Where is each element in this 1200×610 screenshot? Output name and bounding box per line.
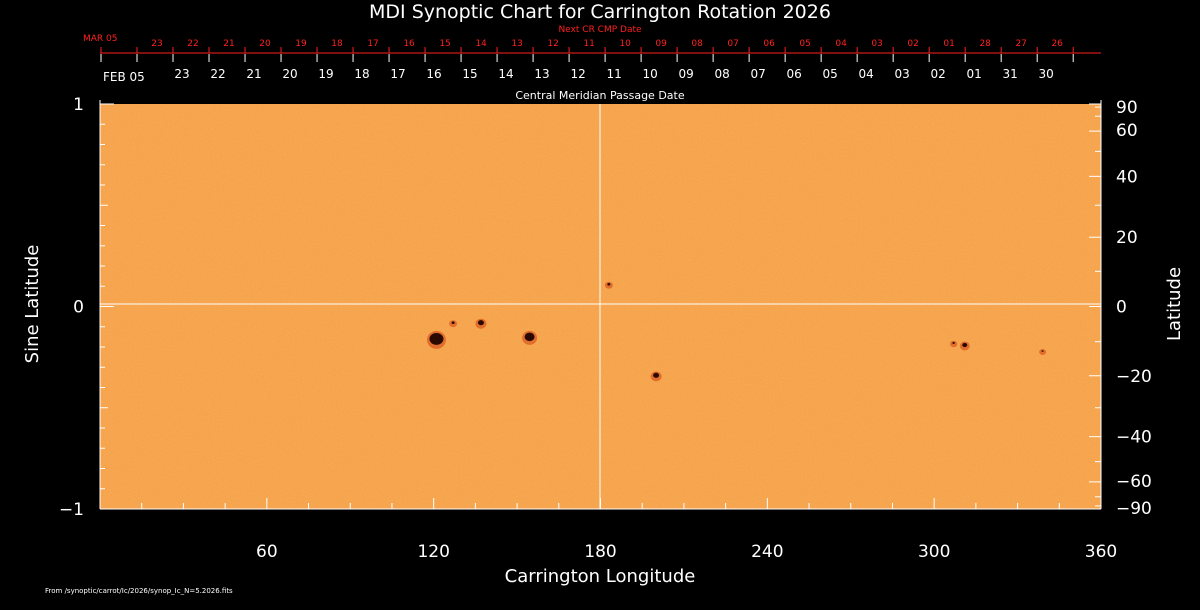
x-tick-label: 180 (584, 542, 616, 562)
right-y-tick-label: −40 (1116, 428, 1152, 448)
sunspot (524, 332, 535, 342)
right-y-tick-label: −20 (1116, 367, 1152, 387)
cmp-start-label: FEB 05 (103, 70, 145, 84)
next-cr-date-label: 10 (619, 39, 631, 49)
next-cr-date-label: 13 (511, 39, 522, 49)
cmp-date-label: 10 (642, 67, 657, 81)
next-cr-date-label: 26 (1051, 39, 1063, 49)
next-cr-date-label: 27 (1015, 39, 1026, 49)
left-y-tick-label: 1 (73, 95, 84, 115)
cmp-date-label: 14 (498, 67, 513, 81)
cmp-date-label: 15 (462, 67, 477, 81)
right-y-tick-label: 90 (1116, 98, 1138, 118)
sunspots (426, 281, 1047, 382)
right-y-tick-label: 0 (1116, 298, 1127, 318)
next-cr-start-label: MAR 05 (83, 34, 118, 44)
next-cr-date-label: 28 (979, 39, 991, 49)
next-cr-date-label: 22 (187, 39, 198, 49)
cmp-date-label: 06 (786, 67, 801, 81)
cmp-date-label: 05 (822, 67, 837, 81)
next-cr-date-label: 11 (583, 39, 594, 49)
chart-title: MDI Synoptic Chart for Carrington Rotati… (369, 1, 831, 23)
cmp-ticks: 23 22 21 20 19 18 17 16 15 14 13 12 11 10 09 08 07 06 05 04… (100, 54, 1074, 81)
sunspot (1041, 350, 1044, 352)
sunspot-penumbra (1039, 349, 1047, 356)
cmp-date-label: 30 (1039, 67, 1054, 81)
sunspot (653, 372, 660, 378)
right-y-tick-label: −60 (1116, 472, 1152, 492)
cmp-date-label: 12 (570, 67, 585, 81)
right-y-axis-label: Latitude (1164, 267, 1185, 341)
next-cr-date-label: 04 (835, 39, 847, 49)
cmp-date-label: 07 (750, 67, 765, 81)
sunspot (962, 342, 968, 348)
x-tick-label: 360 (1085, 542, 1117, 562)
left-y-tick-label: −1 (59, 500, 84, 520)
next-cr-date-label: 01 (943, 39, 954, 49)
cmp-date-label: 04 (858, 67, 873, 81)
next-cr-date-label: 19 (295, 39, 307, 49)
footer-source-path: From /synoptic/carrot/Ic/2026/synop_Ic_N… (45, 587, 233, 595)
plot-area (100, 104, 1101, 509)
next-cr-date-label: 20 (259, 39, 271, 49)
next-cr-date-label: 05 (799, 39, 810, 49)
right-y-tick-label: 60 (1116, 121, 1138, 141)
cmp-date-label: 08 (714, 67, 729, 81)
right-y-axis-ticks: 90 60 40 20 0 −20 −40 −60 −90 (1089, 98, 1152, 519)
cmp-date-label: 16 (426, 67, 441, 81)
next-cr-date-label: 06 (763, 39, 775, 49)
next-cr-date-label: 14 (475, 39, 487, 49)
cmp-date-label: 17 (390, 67, 405, 81)
next-cr-date-label: 15 (439, 39, 450, 49)
x-tick-label: 240 (751, 542, 783, 562)
x-axis-ticks: 60 120 180 240 300 360 (141, 498, 1117, 562)
cmp-date-label: 22 (210, 67, 225, 81)
next-cr-date-label: 12 (547, 39, 558, 49)
right-y-tick-label: 20 (1116, 228, 1138, 248)
sunspot (429, 332, 444, 345)
sunspot (451, 321, 455, 324)
next-cr-date-label: 07 (727, 39, 738, 49)
next-cr-label: Next CR CMP Date (558, 25, 642, 35)
next-cr-date-label: 02 (907, 39, 918, 49)
cmp-date-label: 21 (246, 67, 261, 81)
next-cr-date-label: 18 (331, 39, 343, 49)
cmp-label: Central Meridian Passage Date (515, 89, 684, 102)
cmp-date-label: 03 (895, 67, 910, 81)
cmp-date-label: 18 (354, 67, 369, 81)
right-y-tick-label: −90 (1116, 499, 1152, 519)
cmp-date-label: 19 (318, 67, 333, 81)
next-cr-date-label: 23 (151, 39, 162, 49)
next-cr-date-label: 21 (223, 39, 234, 49)
cmp-date-label: 02 (931, 67, 946, 81)
next-cr-date-label: 08 (691, 39, 703, 49)
next-cr-date-label: 17 (367, 39, 378, 49)
next-cr-ticks: 23 22 21 20 19 18 17 16 15 14 13 12 11 10 09 08 07 06 05 04… (100, 39, 1074, 53)
cmp-date-label: 11 (606, 67, 621, 81)
left-y-tick-label: 0 (73, 298, 84, 318)
sunspot (477, 320, 484, 326)
x-tick-label: 120 (417, 542, 449, 562)
cmp-date-label: 13 (534, 67, 549, 81)
left-y-axis-ticks: 1 0 −1 (59, 95, 114, 520)
cmp-date-label: 01 (967, 67, 982, 81)
next-cr-date-label: 16 (403, 39, 415, 49)
cmp-date-label: 23 (174, 67, 189, 81)
sunspot (607, 282, 611, 286)
cmp-date-label: 20 (282, 67, 297, 81)
right-y-tick-label: 40 (1116, 167, 1138, 187)
next-cr-date-label: 03 (871, 39, 882, 49)
sunspot (952, 341, 955, 344)
x-tick-label: 300 (918, 542, 950, 562)
left-y-axis-label: Sine Latitude (22, 245, 43, 364)
cmp-date-label: 09 (678, 67, 693, 81)
cmp-date-label: 31 (1003, 67, 1018, 81)
x-tick-label: 60 (256, 542, 278, 562)
x-axis-label: Carrington Longitude (505, 566, 696, 587)
next-cr-date-label: 09 (655, 39, 667, 49)
